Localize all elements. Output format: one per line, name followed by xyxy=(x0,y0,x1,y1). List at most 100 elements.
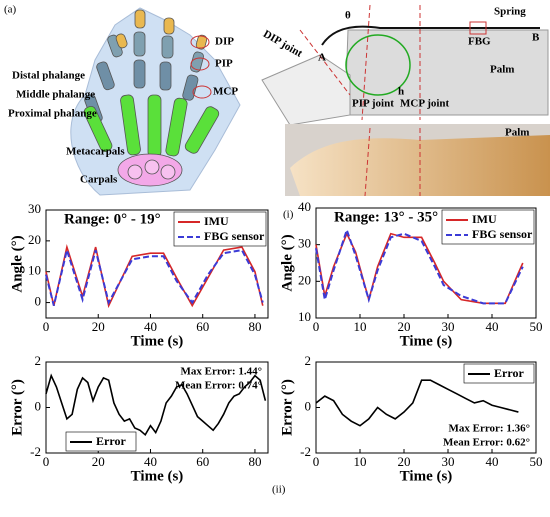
x-tick-label: 40 xyxy=(144,319,157,334)
schematic-label: Spring xyxy=(494,6,526,18)
photo-label: Palm xyxy=(505,127,529,139)
y-tick-label: 0 xyxy=(35,294,42,309)
series-line xyxy=(315,379,519,427)
y-tick-label: 20 xyxy=(28,232,41,247)
x-tick-label: 0 xyxy=(313,454,320,469)
x-axis-label: Time (s) xyxy=(131,333,184,349)
joint-marker xyxy=(190,57,210,71)
y-tick-label: -2 xyxy=(30,444,41,459)
joint-marker xyxy=(190,35,210,49)
schematic-label: θ xyxy=(345,10,351,22)
wood-hand xyxy=(290,135,550,196)
y-axis-label: Angle (°) xyxy=(279,234,295,291)
plot-frame xyxy=(45,209,269,319)
legend-box xyxy=(173,211,267,247)
arc xyxy=(345,34,411,96)
x-tick-label: 80 xyxy=(248,319,261,334)
legend-label: Error xyxy=(494,366,524,380)
guide-line xyxy=(361,4,371,121)
x-tick-label: 20 xyxy=(92,319,105,334)
guide-line xyxy=(299,29,351,96)
legend-label: FBG sensor xyxy=(204,229,265,243)
hand-label: Distal phalange xyxy=(12,70,85,82)
annotation: Mean Error: 0.74° xyxy=(175,380,262,392)
y-tick-label: -2 xyxy=(300,444,311,459)
plot-frame xyxy=(315,207,537,319)
panel-label: (i) xyxy=(283,209,294,221)
y-tick-label: 30 xyxy=(298,236,311,251)
annotation: Max Error: 1.44° xyxy=(181,366,262,378)
y-tick-label: 30 xyxy=(28,201,41,216)
x-tick-label: 10 xyxy=(354,319,367,334)
x-axis-label: Time (s) xyxy=(131,468,184,484)
legend-box xyxy=(65,431,137,452)
y-tick-label: 10 xyxy=(298,309,311,324)
legend-label: IMU xyxy=(204,214,229,228)
series-line xyxy=(315,226,524,305)
y-tick-label: 0 xyxy=(305,398,312,413)
hand-label: PIP xyxy=(215,58,233,70)
y-tick-label: 20 xyxy=(298,272,311,287)
hand-label: DIP xyxy=(215,36,234,48)
x-tick-label: 20 xyxy=(398,319,411,334)
guide-line xyxy=(364,127,371,197)
annotation: Mean Error: 0.62° xyxy=(443,437,530,449)
legend-label: FBG sensor xyxy=(472,227,533,241)
x-tick-label: 10 xyxy=(354,454,367,469)
hand-label: Middle phalange xyxy=(16,89,95,101)
y-tick-label: 2 xyxy=(305,353,312,368)
bones xyxy=(83,9,220,187)
schematic-label: h xyxy=(398,86,404,98)
x-tick-label: 20 xyxy=(398,454,411,469)
fbg-marker xyxy=(469,21,487,35)
x-tick-label: 20 xyxy=(92,454,105,469)
y-tick-label: 40 xyxy=(298,199,311,214)
schematic-label: Palm xyxy=(490,64,514,76)
panel-label: (a) xyxy=(4,4,17,16)
y-axis-label: Error (°) xyxy=(279,379,295,436)
series-line xyxy=(45,373,267,437)
chart-title: Range: 13° - 35° xyxy=(334,209,438,225)
x-tick-label: 30 xyxy=(442,319,455,334)
y-tick-label: 0 xyxy=(35,398,42,413)
hand-label: Carpals xyxy=(80,174,118,186)
photo: Palm xyxy=(285,124,550,197)
hand-label: Proximal phalange xyxy=(8,108,97,120)
x-tick-label: 0 xyxy=(43,319,50,334)
finger-block xyxy=(261,54,351,126)
series-line xyxy=(45,246,264,306)
legend-box xyxy=(463,363,535,384)
x-tick-label: 50 xyxy=(530,319,543,334)
schematic-label: FBG xyxy=(468,36,491,48)
schematic-label: MCP joint xyxy=(400,98,450,110)
x-tick-label: 40 xyxy=(144,454,157,469)
legend-box xyxy=(441,209,535,245)
hand-label: MCP xyxy=(213,86,238,98)
y-tick-label: 2 xyxy=(35,353,42,368)
x-tick-label: 0 xyxy=(43,454,50,469)
schematic: θ Spring FBG B A DIP joint h Palm PIP jo… xyxy=(261,4,549,126)
schematic-label: B xyxy=(532,32,540,44)
x-axis-label: Time (s) xyxy=(400,468,453,484)
chart-title: Range: 0° - 19° xyxy=(64,211,161,227)
schematic-label: PIP joint xyxy=(352,98,394,110)
y-axis-label: Angle (°) xyxy=(9,235,25,292)
y-axis-label: Error (°) xyxy=(9,379,25,436)
x-tick-label: 0 xyxy=(313,319,320,334)
legend-label: IMU xyxy=(472,212,497,226)
schematic-label: A xyxy=(318,52,326,64)
x-tick-label: 80 xyxy=(248,454,261,469)
joint-marker xyxy=(192,85,212,99)
x-tick-label: 50 xyxy=(530,454,543,469)
x-tick-label: 30 xyxy=(442,454,455,469)
y-tick-label: 10 xyxy=(28,263,41,278)
x-tick-label: 40 xyxy=(486,319,499,334)
x-tick-label: 60 xyxy=(196,319,209,334)
x-axis-label: Time (s) xyxy=(400,333,453,349)
fiber xyxy=(321,25,540,46)
legend-label: Error xyxy=(96,434,126,448)
schematic-label: DIP joint xyxy=(261,28,305,60)
annotation: Max Error: 1.36° xyxy=(449,423,530,435)
hand-label: Metacarpals xyxy=(66,146,125,158)
